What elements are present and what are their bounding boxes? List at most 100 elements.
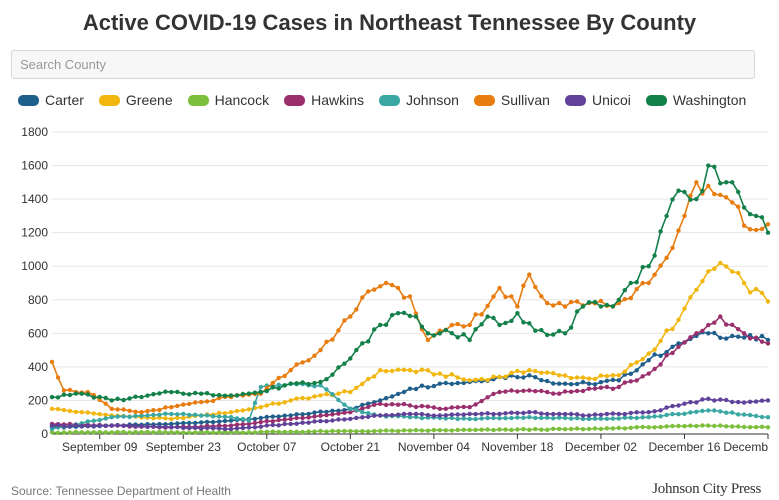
data-point[interactable] <box>121 414 126 419</box>
data-point[interactable] <box>688 423 693 428</box>
data-point[interactable] <box>413 314 419 319</box>
data-point[interactable] <box>724 336 729 341</box>
data-point[interactable] <box>336 429 341 434</box>
data-point[interactable] <box>49 430 55 435</box>
data-point[interactable] <box>712 330 717 336</box>
data-point[interactable] <box>753 399 759 404</box>
data-point[interactable] <box>485 378 490 383</box>
data-point[interactable] <box>378 398 383 403</box>
data-point[interactable] <box>640 415 645 420</box>
data-point[interactable] <box>539 327 544 333</box>
data-point[interactable] <box>765 230 771 235</box>
data-point[interactable] <box>312 410 317 415</box>
data-point[interactable] <box>282 383 287 388</box>
data-point[interactable] <box>592 382 598 387</box>
data-point[interactable] <box>574 416 580 421</box>
data-point[interactable] <box>413 386 419 392</box>
data-point[interactable] <box>252 400 258 406</box>
data-point[interactable] <box>527 427 532 432</box>
data-point[interactable] <box>467 322 472 328</box>
data-point[interactable] <box>712 266 717 271</box>
data-point[interactable] <box>753 335 759 340</box>
data-point[interactable] <box>419 383 425 388</box>
data-point[interactable] <box>216 430 222 435</box>
data-point[interactable] <box>336 417 341 422</box>
data-point[interactable] <box>210 426 216 431</box>
data-point[interactable] <box>91 423 97 429</box>
data-point[interactable] <box>539 427 544 432</box>
data-point[interactable] <box>360 415 365 420</box>
legend-item-carter[interactable]: Carter <box>18 92 84 108</box>
data-point[interactable] <box>258 384 263 390</box>
data-point[interactable] <box>395 285 401 291</box>
data-point[interactable] <box>175 389 180 395</box>
data-point[interactable] <box>91 430 97 435</box>
data-point[interactable] <box>694 331 699 336</box>
data-point[interactable] <box>467 416 472 422</box>
data-point[interactable] <box>670 326 675 332</box>
data-point[interactable] <box>145 429 150 435</box>
data-point[interactable] <box>491 415 496 421</box>
data-point[interactable] <box>736 204 741 209</box>
data-point[interactable] <box>521 375 526 380</box>
data-point[interactable] <box>718 335 723 340</box>
data-point[interactable] <box>145 424 150 429</box>
data-point[interactable] <box>348 410 353 415</box>
data-point[interactable] <box>181 425 186 431</box>
data-point[interactable] <box>210 393 216 398</box>
data-point[interactable] <box>127 423 132 428</box>
data-point[interactable] <box>562 415 568 421</box>
data-point[interactable] <box>330 408 335 413</box>
data-point[interactable] <box>455 405 460 410</box>
data-point[interactable] <box>187 401 192 407</box>
data-point[interactable] <box>551 381 556 386</box>
data-point[interactable] <box>694 423 699 429</box>
data-point[interactable] <box>169 421 174 427</box>
data-point[interactable] <box>85 419 91 424</box>
data-point[interactable] <box>574 375 580 380</box>
data-point[interactable] <box>455 412 460 417</box>
data-point[interactable] <box>455 380 460 386</box>
data-point[interactable] <box>91 395 97 400</box>
data-point[interactable] <box>628 280 633 286</box>
data-point[interactable] <box>55 395 61 400</box>
data-point[interactable] <box>724 195 729 200</box>
data-point[interactable] <box>73 409 79 415</box>
data-point[interactable] <box>628 415 633 420</box>
data-point[interactable] <box>407 368 413 373</box>
data-point[interactable] <box>688 400 693 405</box>
data-point[interactable] <box>574 309 580 314</box>
data-point[interactable] <box>133 409 138 414</box>
data-point[interactable] <box>670 245 675 251</box>
data-point[interactable] <box>682 306 687 311</box>
data-point[interactable] <box>551 303 556 308</box>
data-point[interactable] <box>378 284 383 289</box>
data-point[interactable] <box>598 412 604 417</box>
legend-item-unicoi[interactable]: Unicoi <box>564 92 631 108</box>
data-point[interactable] <box>700 328 705 334</box>
data-point[interactable] <box>366 404 371 410</box>
data-point[interactable] <box>604 373 610 379</box>
data-point[interactable] <box>491 374 496 379</box>
data-point[interactable] <box>97 423 102 428</box>
data-point[interactable] <box>300 420 305 425</box>
data-point[interactable] <box>312 384 317 389</box>
data-point[interactable] <box>724 410 729 415</box>
data-point[interactable] <box>228 430 234 435</box>
data-point[interactable] <box>634 280 639 285</box>
data-point[interactable] <box>199 413 204 418</box>
data-point[interactable] <box>115 429 120 435</box>
data-point[interactable] <box>204 391 210 396</box>
data-point[interactable] <box>294 421 299 426</box>
data-point[interactable] <box>479 322 484 327</box>
data-point[interactable] <box>282 373 287 379</box>
data-point[interactable] <box>288 413 293 418</box>
data-point[interactable] <box>562 411 568 417</box>
data-point[interactable] <box>216 410 222 416</box>
data-point[interactable] <box>706 331 711 336</box>
data-point[interactable] <box>252 425 258 430</box>
data-point[interactable] <box>157 412 162 417</box>
data-point[interactable] <box>580 388 586 394</box>
data-point[interactable] <box>109 430 114 435</box>
data-point[interactable] <box>61 392 67 397</box>
